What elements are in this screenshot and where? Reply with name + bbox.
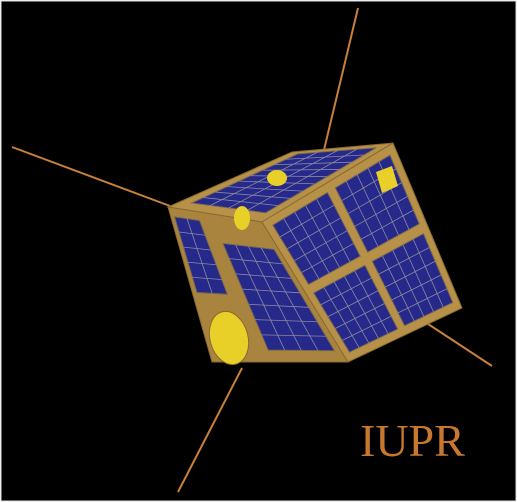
- panel-grid: [294, 211, 330, 274]
- panel: [312, 264, 399, 353]
- panel-grid: [316, 198, 351, 263]
- panel-grid: [279, 204, 335, 238]
- panel-grid: [210, 151, 318, 206]
- panel-grid: [334, 303, 385, 329]
- panel-grid: [323, 287, 360, 348]
- panel-grid: [367, 168, 399, 236]
- panel-grid: [392, 250, 425, 317]
- panel-grid: [391, 274, 442, 301]
- panel-grid: [294, 230, 348, 262]
- antenna: [424, 321, 493, 367]
- panel-grid: [248, 303, 309, 308]
- port: [234, 206, 250, 230]
- panel-grid: [248, 246, 302, 351]
- panel-grid: [345, 181, 379, 247]
- panel: [371, 233, 454, 327]
- port: [208, 310, 250, 366]
- panel-grid: [354, 270, 389, 334]
- panel-grid: [360, 209, 414, 240]
- panel-grid: [261, 334, 326, 337]
- panel-grid: [342, 315, 392, 341]
- antenna: [177, 367, 243, 493]
- antennas: [11, 7, 493, 493]
- panel-grid: [397, 288, 448, 314]
- antenna: [11, 146, 171, 207]
- panel-grid: [255, 319, 318, 323]
- panel-grid: [354, 196, 408, 227]
- sensor: [376, 166, 398, 193]
- panel-grid: [286, 217, 341, 250]
- panel-grid: [378, 247, 430, 275]
- logo-text: IUPR: [360, 415, 465, 466]
- panel-grid: [283, 218, 320, 279]
- panel-grid: [320, 277, 372, 306]
- panel-grid: [402, 244, 434, 312]
- panel-grid: [301, 243, 354, 273]
- details: [208, 166, 398, 366]
- panel-grid: [235, 244, 286, 351]
- panel-grid: [229, 258, 283, 265]
- panel-grid: [186, 218, 213, 294]
- panel-grid: [242, 288, 300, 294]
- panel: [222, 242, 336, 352]
- antenna: [323, 7, 359, 151]
- panel-grid: [260, 247, 319, 351]
- panel-grid: [382, 255, 415, 322]
- panel: [334, 154, 420, 253]
- panel-grid: [327, 290, 379, 317]
- panel-grid: [305, 205, 340, 268]
- panel-grid: [246, 148, 357, 211]
- panel-grid: [178, 231, 206, 236]
- panel-grid: [384, 260, 436, 288]
- panel-grid: [333, 281, 370, 344]
- panel-grid: [192, 276, 222, 280]
- panel: [272, 191, 361, 286]
- panel: [173, 216, 229, 295]
- panel-grid: [183, 246, 211, 251]
- panel-grid: [356, 174, 389, 242]
- panel-grid: [412, 239, 444, 308]
- sensor: [267, 170, 287, 186]
- panel-grid: [235, 273, 292, 279]
- panel-grid: [187, 261, 217, 266]
- panel-grid: [344, 276, 379, 339]
